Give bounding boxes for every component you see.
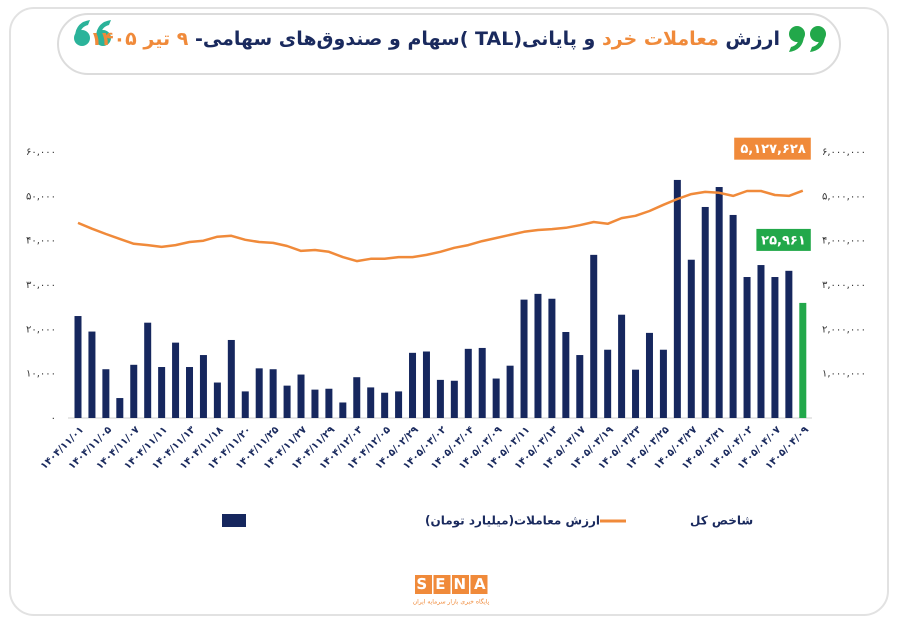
logo-box (452, 575, 469, 594)
bar (144, 322, 152, 418)
bar (506, 365, 514, 418)
y-tick-label: ۳۰,۰۰۰ (26, 280, 56, 291)
bar (367, 387, 375, 418)
bar (395, 391, 403, 418)
bar (534, 293, 542, 418)
y-tick-label: ۰ (51, 413, 56, 424)
bar (102, 369, 110, 418)
y-tick-label: ۴۰,۰۰۰ (26, 236, 56, 247)
bar (492, 378, 500, 418)
bar (799, 302, 807, 418)
title-part: ۹ تیر ۱۴۰۵ (90, 28, 189, 50)
bar (659, 349, 667, 418)
bar (422, 351, 430, 418)
legend-label: شاخص کل (690, 514, 753, 528)
bar (436, 379, 444, 418)
bar (743, 277, 751, 418)
bar (618, 314, 626, 418)
bar (227, 339, 235, 418)
bar (172, 342, 180, 418)
logo-box (433, 575, 451, 594)
bar (74, 316, 82, 418)
bar (325, 388, 333, 418)
y2-tick-label: ۳,۰۰۰,۰۰۰ (822, 280, 866, 291)
bar (297, 374, 305, 418)
bar (715, 187, 723, 418)
bar (311, 389, 319, 418)
title-part: ارزش (718, 28, 780, 50)
y2-tick-label: ۶,۰۰۰,۰۰۰ (822, 147, 866, 158)
logo-tagline: پایگاه خبری بازار سرمایه ایران (413, 598, 490, 606)
bar (158, 367, 166, 418)
bar (88, 331, 96, 418)
bar (353, 377, 361, 418)
bar (548, 298, 556, 418)
bar (757, 265, 765, 418)
bar (771, 277, 779, 418)
bar (520, 299, 528, 418)
y-tick-label: ۲۰,۰۰۰ (26, 324, 56, 335)
bar (604, 349, 612, 418)
y2-tick-label: ۱,۰۰۰,۰۰۰ (822, 369, 866, 380)
y-tick-label: ۶۰,۰۰۰ (26, 147, 56, 158)
bar (339, 402, 347, 418)
bar (478, 347, 486, 418)
bar (562, 331, 570, 418)
title-part: معاملات خرد (601, 28, 719, 50)
line (77, 189, 804, 263)
legend-label: ارزش معاملات(میلیارد تومان) (425, 514, 600, 529)
logo-box (415, 575, 432, 594)
value-label: ۵,۱۲۷,۶۲۸ (740, 142, 805, 157)
title-part: و پایانی(TAL )سهام و صندوق‌های سهامی- (188, 28, 602, 50)
bar (255, 368, 263, 418)
value-label-box (734, 137, 811, 160)
bar (645, 332, 653, 418)
bar (785, 270, 793, 418)
bar (186, 367, 194, 418)
quote-left (74, 20, 111, 46)
chart-title: ارزش معاملات خرد و پایانی(TAL )سهام و صن… (90, 22, 780, 56)
bar (381, 392, 389, 418)
bar (116, 398, 124, 418)
legend-swatch (222, 514, 246, 527)
logo: SENA (416, 575, 493, 593)
bar (632, 369, 640, 418)
bar (241, 391, 249, 418)
y2-tick-label: ۲,۰۰۰,۰۰۰ (822, 324, 866, 335)
y2-tick-label: ۴,۰۰۰,۰۰۰ (822, 236, 866, 247)
bar (590, 254, 598, 418)
bar (464, 348, 472, 418)
bar (409, 352, 417, 418)
value-label-box (756, 228, 811, 251)
y-tick-label: ۵۰,۰۰۰ (26, 191, 56, 202)
bar (283, 385, 291, 418)
bar (269, 369, 277, 418)
bar (729, 214, 737, 418)
value-label: ۲۵,۹۶۱ (761, 233, 806, 248)
bar (213, 382, 221, 418)
card (9, 7, 889, 616)
bar (701, 206, 709, 418)
title-pill (57, 13, 841, 75)
bar (673, 179, 681, 418)
bar (576, 355, 584, 418)
quote-right (789, 26, 826, 52)
bar (199, 355, 207, 418)
y2-tick-label: ۵,۰۰۰,۰۰۰ (822, 191, 866, 202)
bar (687, 259, 695, 418)
y-tick-label: ۱۰,۰۰۰ (26, 369, 56, 380)
bar (450, 380, 458, 418)
bar (130, 364, 138, 418)
logo-box (470, 575, 488, 594)
